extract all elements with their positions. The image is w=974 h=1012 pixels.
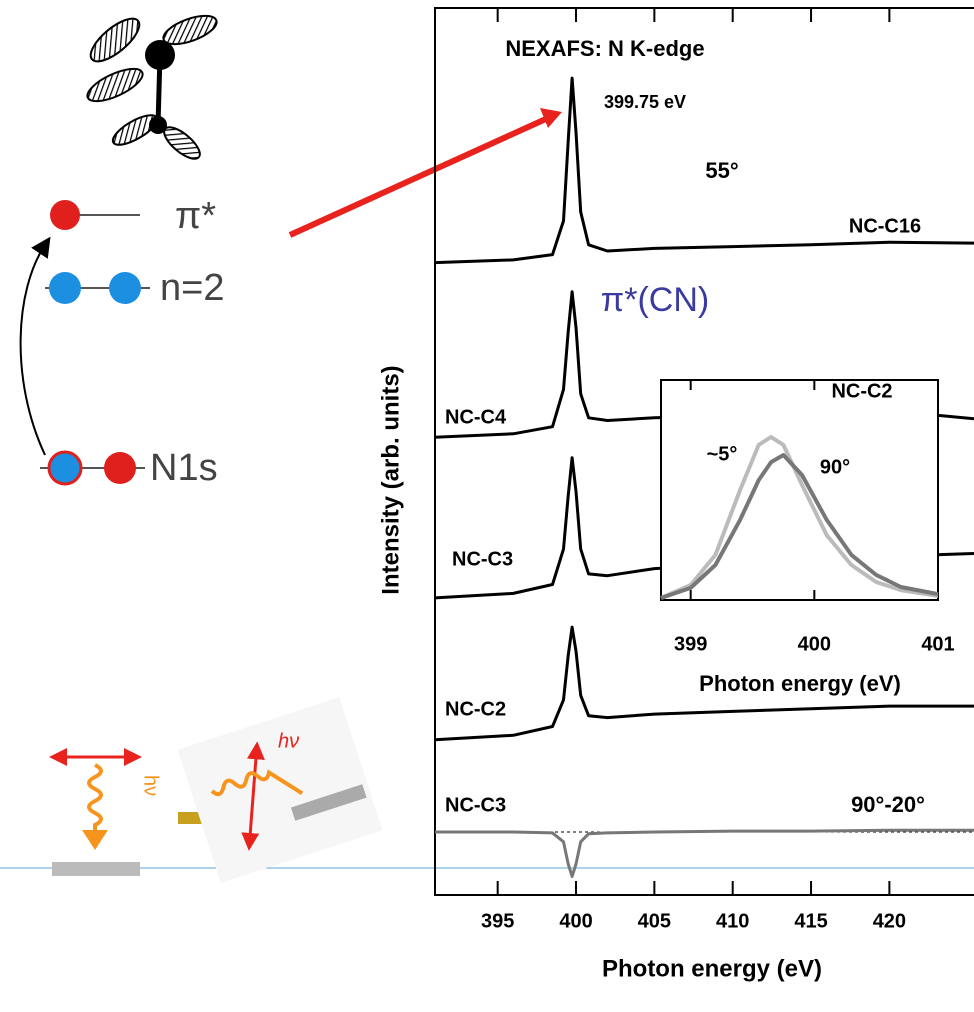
figure: π* n=2 N1s hν hν NEXAFS: N K-edge Photon… <box>0 0 974 1012</box>
x-tick-label: 395 <box>481 910 514 932</box>
x-tick-label: 400 <box>559 910 592 932</box>
annotation: 90°-20° <box>851 792 925 817</box>
spectrum-line <box>435 830 974 876</box>
level-label: π* <box>175 195 216 237</box>
x-tick-label: 420 <box>873 910 906 932</box>
x-tick-label: 400 <box>798 633 831 655</box>
x-tick-label: 399 <box>674 633 707 655</box>
inset-chart: NC-C2 Photon energy (eV) 399 400 401 ~5° 90° <box>661 380 955 696</box>
x-axis-label: Photon energy (eV) <box>699 671 901 696</box>
series-label: NC-C3 <box>452 548 513 570</box>
series-label: NC-C3 <box>445 794 506 816</box>
x-axis-label: Photon energy (eV) <box>602 955 822 982</box>
x-tick-label: 401 <box>921 633 954 655</box>
series-label: NC-C16 <box>849 215 921 237</box>
level-label: n=2 <box>160 267 224 309</box>
inset-title: NC-C2 <box>831 380 892 402</box>
series-label: NC-C2 <box>445 698 506 720</box>
annotation: π*(CN) <box>601 281 709 319</box>
pointer-arrow <box>290 118 548 235</box>
molecule <box>83 10 220 164</box>
x-tick-label: 405 <box>638 910 671 932</box>
series-label: NC-C4 <box>445 406 507 428</box>
chart-title: NEXAFS: N K-edge <box>505 36 704 61</box>
annotation: 399.75 eV <box>604 92 686 112</box>
y-axis-label: Intensity (arb. units) <box>377 365 404 594</box>
photon-label: hν <box>278 730 299 752</box>
polarization-icons: hν hν <box>52 697 382 883</box>
series-label: ~5° <box>707 443 738 465</box>
annotation: 55° <box>705 158 738 183</box>
x-tick-label: 410 <box>716 910 749 932</box>
level-label: N1s <box>150 447 218 489</box>
photon-label: hν <box>140 775 162 796</box>
x-tick-label: 415 <box>794 910 827 932</box>
energy-diagram: π* n=2 N1s <box>21 195 225 489</box>
series-label: 90° <box>820 456 850 478</box>
